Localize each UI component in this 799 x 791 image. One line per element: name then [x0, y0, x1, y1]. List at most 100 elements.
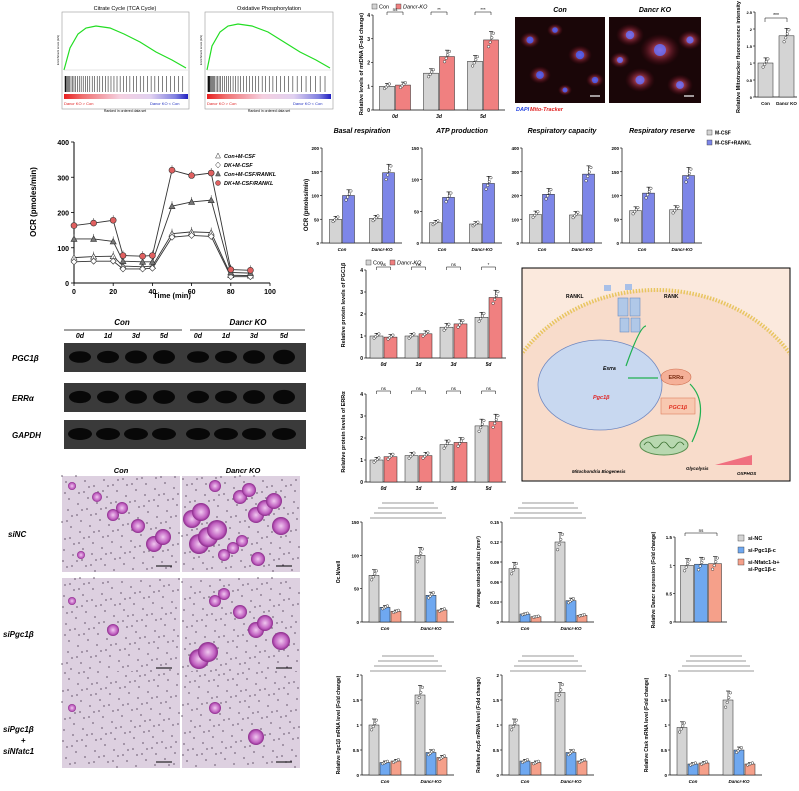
bar — [682, 175, 695, 244]
trap-dot — [210, 670, 212, 672]
trap-dot — [176, 646, 178, 648]
trap-dot — [208, 550, 210, 552]
trap-dot — [89, 667, 91, 669]
trap-dot — [184, 552, 186, 554]
trap-dot — [166, 510, 168, 512]
data-point — [446, 53, 450, 57]
trap-dot — [129, 501, 131, 503]
trap-dot — [177, 543, 179, 545]
trap-dot — [266, 582, 268, 584]
trap-dot — [185, 637, 187, 639]
trap-dot — [185, 675, 187, 677]
data-point — [513, 565, 517, 569]
trap-dot — [289, 587, 291, 589]
trap-dot — [235, 515, 237, 517]
trap-dot — [80, 520, 82, 522]
trap-dot — [137, 697, 139, 699]
trap-dot — [174, 752, 176, 754]
trap-dot — [263, 565, 265, 567]
trap-dot — [232, 724, 234, 726]
trap-dot — [81, 605, 83, 607]
trap-dot — [227, 679, 229, 681]
trap-dot — [153, 591, 155, 593]
trap-dot — [206, 702, 208, 704]
trap-dot — [191, 709, 193, 711]
data-point — [412, 451, 416, 455]
trap-dot — [74, 712, 76, 714]
trap-dot — [290, 530, 292, 532]
trap-dot — [230, 746, 232, 748]
trap-dot — [139, 725, 141, 727]
trap-dot — [290, 710, 292, 712]
x-tick-label: 1d — [416, 486, 423, 492]
data-point — [443, 60, 447, 64]
trap-dot — [160, 702, 162, 704]
trap-dot — [146, 614, 148, 616]
trap-osteoclast — [68, 704, 76, 712]
trap-background — [62, 578, 180, 674]
trap-dot — [157, 685, 159, 687]
y-tick-label: 4 — [360, 392, 363, 398]
data-point — [447, 194, 451, 198]
trap-dot — [71, 611, 73, 613]
trap-dot — [260, 548, 262, 550]
wb-lane-label: 5d — [280, 333, 289, 340]
trap-dot — [146, 748, 148, 750]
trap-dot — [155, 527, 157, 529]
data-point — [482, 419, 486, 423]
trap-dot — [129, 731, 131, 733]
trap-dot — [247, 537, 249, 539]
bar — [733, 749, 745, 776]
trap-dot — [211, 697, 213, 699]
y-tick-label: 0.06 — [490, 580, 499, 585]
trap-dot — [231, 601, 233, 603]
trap-dot — [153, 679, 155, 681]
ocr-legend-marker — [215, 180, 221, 186]
trap-dot — [65, 481, 67, 483]
ocr-point — [148, 264, 156, 272]
y-tick-label: 2 — [367, 61, 370, 67]
trap-dot — [86, 734, 88, 736]
data-point — [482, 311, 486, 315]
trap-dot — [297, 649, 299, 651]
y-tick-label: 50 — [414, 209, 420, 214]
trap-dot — [83, 633, 85, 635]
trap-dot — [167, 499, 169, 501]
trap-dot — [79, 577, 81, 579]
trap-dot — [71, 695, 73, 697]
trap-dot — [166, 652, 168, 654]
trap-dot — [134, 500, 136, 502]
trap-dot — [127, 703, 129, 705]
trap-dot — [63, 595, 65, 597]
trap-dot — [247, 583, 249, 585]
trap-dot — [122, 524, 124, 526]
trap-dot — [81, 509, 83, 511]
trap-dot — [83, 537, 85, 539]
trap-dot — [273, 513, 275, 515]
schem-erra: ERRα — [669, 375, 685, 381]
trap-dot — [76, 694, 78, 696]
trap-dot — [88, 762, 90, 764]
mito-nucleus — [591, 76, 599, 84]
trap-dot — [135, 631, 137, 633]
trap-dot — [297, 507, 299, 509]
trap-dot — [295, 529, 297, 531]
y-tick-label: 1 — [360, 334, 363, 340]
data-point — [444, 56, 448, 60]
trap-dot — [147, 653, 149, 655]
trap-dot — [298, 546, 300, 548]
bottom-panel: 0 0.03 0.06 0.09 0.12 0.15 Con Dancr-KO Average … — [476, 502, 594, 631]
x-tick-label: 0d — [381, 362, 388, 368]
wb-label-gapdh: GAPDH — [12, 431, 41, 440]
trap-dot — [269, 553, 271, 555]
trap-dot — [76, 740, 78, 742]
ocr-point — [109, 257, 117, 265]
trap-dot — [208, 730, 210, 732]
y-tick-label: 200 — [311, 146, 319, 151]
trap-dot — [151, 747, 153, 749]
trap-dot — [174, 476, 176, 478]
y-tick-label: 1.5 — [493, 698, 500, 703]
trap-dot — [117, 479, 119, 481]
pathway-schematic: RANKL RANK Esrra ERRα Pgc1β PGC1β Mitoch… — [521, 267, 791, 482]
gsea-right-ylabel: Enrichment score (ES) — [199, 35, 203, 65]
